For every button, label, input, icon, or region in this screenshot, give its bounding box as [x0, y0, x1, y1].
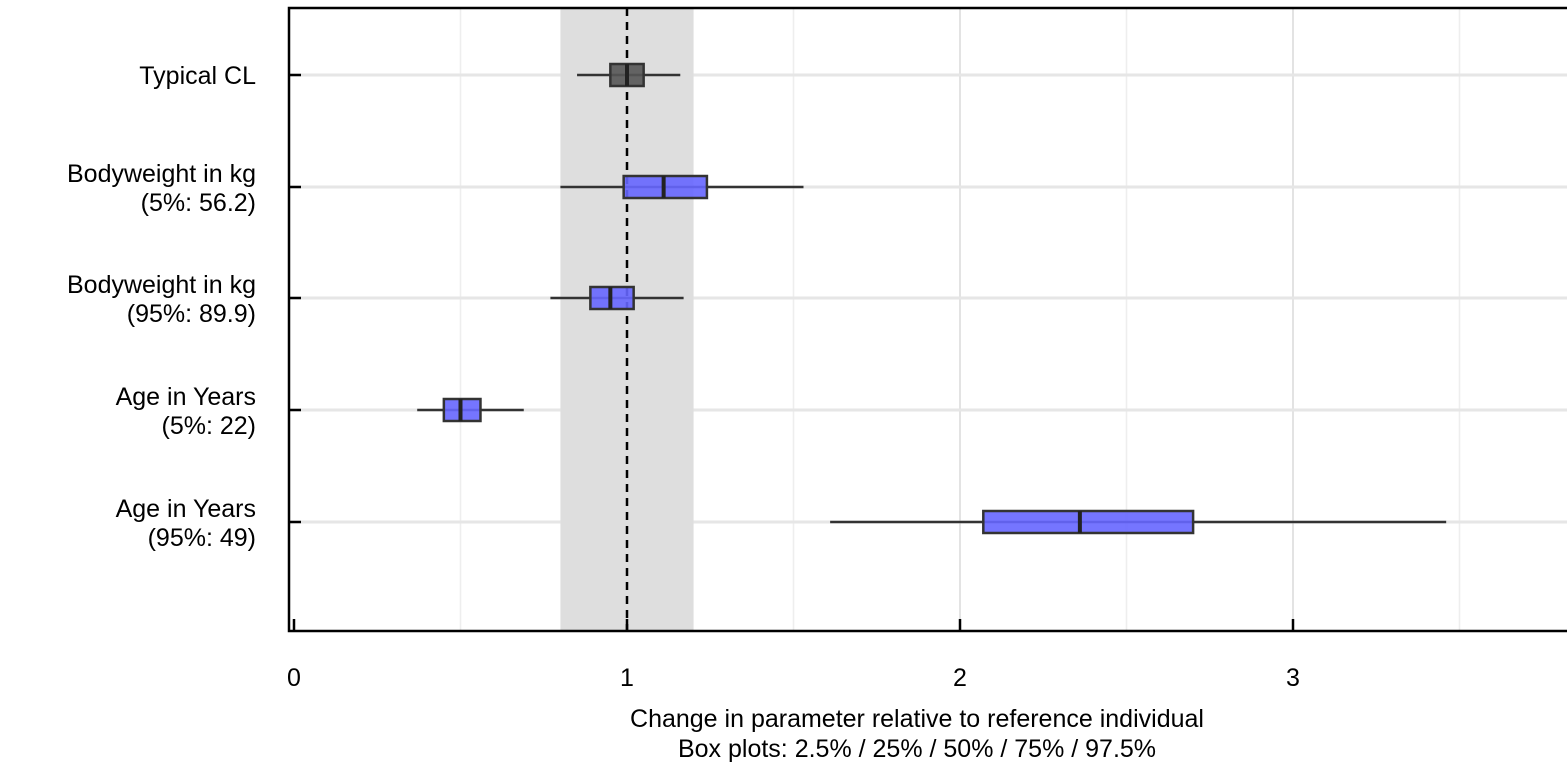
- category-label-line1: Age in Years: [116, 495, 256, 523]
- category-label-line1: Bodyweight in kg: [67, 160, 256, 188]
- plot-background: [289, 8, 1567, 631]
- x-tick-labels: 0 1 2 3: [287, 664, 1300, 692]
- box-plots: [417, 62, 1447, 535]
- category-label-line1: Typical CL: [139, 62, 256, 90]
- plot-border: [287, 6, 1567, 633]
- box-plot-1: [577, 62, 681, 88]
- box-plot-3: [550, 285, 684, 311]
- box-plot-2: [560, 174, 804, 200]
- category-label-line1: Bodyweight in kg: [67, 271, 256, 299]
- x-tick-label: 3: [1286, 664, 1300, 692]
- axis-titles: Change in parameter relative to referenc…: [630, 705, 1204, 763]
- category-label-line2: (95%: 49): [148, 524, 256, 552]
- axes: [287, 6, 1567, 633]
- box-plot-4: [417, 397, 524, 423]
- plot-area: [289, 8, 1567, 631]
- category-label-line2: (5%: 22): [162, 412, 256, 440]
- x-tick-label: 1: [620, 664, 634, 692]
- box-plot-5: [830, 509, 1447, 535]
- x-axis-title-line1: Change in parameter relative to referenc…: [630, 705, 1204, 733]
- interquartile-box: [982, 509, 1195, 535]
- category-label-line2: (95%: 89.9): [127, 300, 256, 328]
- x-axis-title-line2: Box plots: 2.5% / 25% / 50% / 75% / 97.5…: [678, 735, 1156, 763]
- category-label-line1: Age in Years: [116, 383, 256, 411]
- category-label-line2: (5%: 56.2): [141, 189, 256, 217]
- x-tick-label: 2: [953, 664, 967, 692]
- x-tick-label: 0: [287, 664, 301, 692]
